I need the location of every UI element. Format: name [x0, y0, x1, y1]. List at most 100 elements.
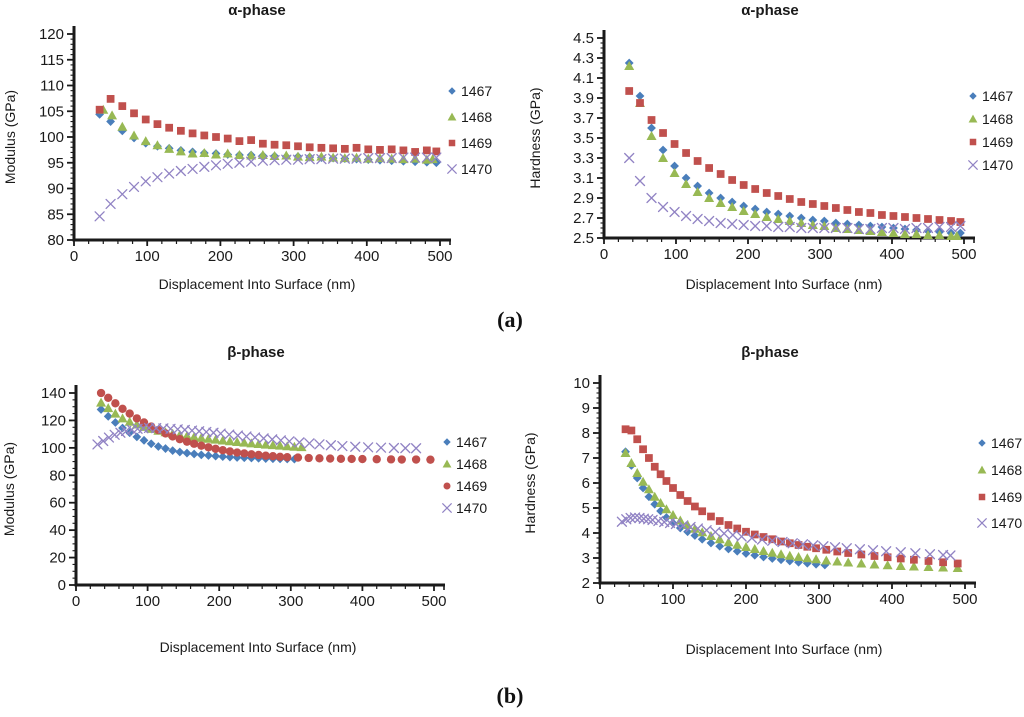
- svg-text:2: 2: [582, 575, 590, 592]
- x-axis-label: Displacement Into Surface (nm): [160, 639, 357, 655]
- svg-text:60: 60: [49, 495, 66, 512]
- svg-text:105: 105: [39, 103, 64, 120]
- svg-text:4.5: 4.5: [573, 30, 594, 47]
- y-axis-label: Modulus (GPa): [2, 90, 18, 184]
- axes: [598, 375, 976, 588]
- series-1470: [92, 422, 422, 454]
- svg-text:400: 400: [350, 593, 375, 610]
- series-1470: [624, 152, 966, 235]
- chart-alpha-modulus-cell: 80 85 90 95 100 105 110 115 120 0 100 200 300 400 500 α…: [0, 0, 512, 335]
- legend-label-1469: 1469: [456, 478, 487, 494]
- panel-label-a: (a): [497, 307, 523, 332]
- y-axis-ticks: 2 3 4 5 6 7 8 9 10: [573, 375, 600, 592]
- legend: 1467 1468 1469 1470: [968, 88, 1013, 173]
- svg-text:120: 120: [41, 412, 66, 429]
- svg-text:100: 100: [660, 591, 685, 608]
- legend-label-1470: 1470: [461, 161, 492, 177]
- axes: [74, 385, 445, 590]
- legend-label-1467: 1467: [461, 83, 492, 99]
- series-1469: [621, 425, 962, 568]
- x-axis-ticks: 0 100 200 300 400 500: [72, 585, 447, 610]
- svg-text:0: 0: [58, 577, 66, 594]
- series-1470: [94, 152, 442, 222]
- svg-text:110: 110: [40, 78, 64, 95]
- legend-label-1467: 1467: [456, 434, 487, 450]
- legend: 1467 1468 1469 1470: [442, 434, 487, 516]
- chart-beta-modulus: 0 20 40 60 80 100 120 140 0 100 200 300 400 500 β-phas…: [1, 344, 487, 655]
- svg-text:500: 500: [421, 593, 446, 610]
- svg-text:4: 4: [582, 525, 590, 542]
- x-axis-label: Displacement Into Surface (nm): [686, 276, 883, 292]
- legend-label-1469: 1469: [461, 135, 492, 151]
- svg-text:200: 200: [207, 593, 232, 610]
- svg-text:300: 300: [807, 246, 832, 263]
- svg-text:200: 200: [208, 248, 233, 265]
- svg-text:3.5: 3.5: [573, 130, 594, 147]
- svg-text:4.1: 4.1: [573, 70, 594, 87]
- legend-label-1467: 1467: [982, 88, 1013, 104]
- svg-text:95: 95: [47, 155, 64, 172]
- svg-text:8: 8: [582, 425, 590, 442]
- svg-text:300: 300: [278, 593, 303, 610]
- legend: 1467 1468 1469 1470: [977, 435, 1022, 531]
- legend-label-1468: 1468: [991, 462, 1022, 478]
- legend-label-1470: 1470: [982, 157, 1013, 173]
- svg-text:0: 0: [72, 593, 80, 610]
- chart-alpha-modulus: 80 85 90 95 100 105 110 115 120 0 100 200 300 400 500 α…: [2, 2, 492, 292]
- svg-text:100: 100: [39, 129, 64, 146]
- svg-text:100: 100: [135, 248, 160, 265]
- chart-beta-hardness-cell: 2 3 4 5 6 7 8 9 10 0 100 200 300 400 500 β-phase Hardnes…: [512, 340, 1024, 685]
- chart-title: α-phase: [228, 2, 286, 19]
- svg-text:100: 100: [663, 246, 688, 263]
- svg-text:9: 9: [582, 400, 590, 417]
- legend-label-1469: 1469: [991, 489, 1022, 505]
- y-axis-ticks: 0 20 40 60 80 100 120 140: [41, 385, 76, 594]
- series-1469: [625, 87, 965, 226]
- svg-text:3: 3: [582, 550, 590, 567]
- legend-label-1470: 1470: [456, 500, 487, 516]
- chart-title: β-phase: [741, 344, 799, 361]
- y-axis-label: Hardness (GPa): [522, 432, 538, 533]
- x-axis-label: Displacement Into Surface (nm): [159, 276, 356, 292]
- series-1470: [616, 512, 956, 561]
- svg-text:300: 300: [281, 248, 306, 265]
- svg-text:7: 7: [582, 450, 590, 467]
- y-axis-label: Hardness (GPa): [527, 87, 543, 188]
- legend: 1467 1468 1469 1470: [447, 83, 492, 177]
- y-axis-ticks: 80 85 90 95 100 105 110 115 120: [39, 26, 74, 249]
- svg-text:6: 6: [582, 475, 590, 492]
- x-axis-label: Displacement Into Surface (nm): [686, 641, 883, 657]
- svg-text:3.7: 3.7: [573, 110, 594, 127]
- svg-text:500: 500: [952, 591, 977, 608]
- svg-text:300: 300: [806, 591, 831, 608]
- svg-text:5: 5: [582, 500, 590, 517]
- legend-label-1470: 1470: [991, 515, 1022, 531]
- svg-text:2.5: 2.5: [573, 230, 594, 247]
- svg-text:0: 0: [596, 591, 604, 608]
- panel-label-b: (b): [496, 683, 524, 708]
- series-1469: [95, 95, 441, 156]
- svg-text:100: 100: [41, 440, 66, 457]
- svg-text:85: 85: [47, 206, 64, 223]
- svg-text:10: 10: [573, 375, 590, 392]
- series-1468: [620, 448, 963, 572]
- svg-text:500: 500: [951, 246, 976, 263]
- svg-text:0: 0: [600, 246, 608, 263]
- svg-text:200: 200: [733, 591, 758, 608]
- svg-text:400: 400: [879, 591, 904, 608]
- svg-text:200: 200: [735, 246, 760, 263]
- svg-text:4.3: 4.3: [573, 50, 594, 67]
- svg-text:100: 100: [135, 593, 160, 610]
- svg-text:20: 20: [49, 550, 66, 567]
- legend-label-1468: 1468: [461, 109, 492, 125]
- svg-text:3.1: 3.1: [573, 170, 594, 187]
- svg-text:2.9: 2.9: [573, 190, 594, 207]
- svg-text:400: 400: [879, 246, 904, 263]
- svg-text:40: 40: [49, 522, 66, 539]
- chart-beta-modulus-cell: 0 20 40 60 80 100 120 140 0 100 200 300 400 500 β-phas…: [0, 340, 512, 685]
- svg-text:500: 500: [427, 248, 452, 265]
- svg-text:115: 115: [40, 52, 64, 69]
- series-1468: [98, 104, 438, 164]
